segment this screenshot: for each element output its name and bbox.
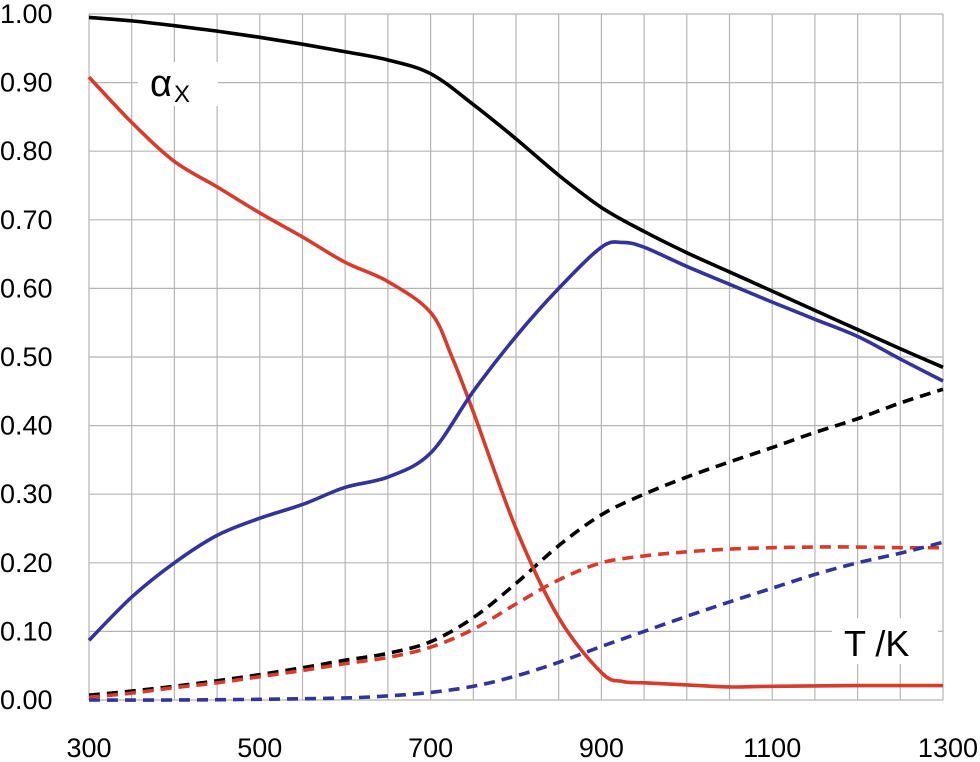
y-tick-label: 1.00: [0, 0, 53, 29]
y-tick-label: 0.80: [0, 136, 53, 166]
series-line-4: [88, 387, 944, 697]
y-tick-label: 0.00: [0, 685, 53, 715]
series-lines: [87, 15, 944, 702]
series-line-2: [87, 75, 944, 689]
y-gridlines: [89, 13, 943, 701]
series-line-5: [88, 545, 944, 700]
y-tick-label: 0.70: [0, 205, 53, 235]
y-tick-label: 0.60: [0, 273, 53, 303]
y-tick-label: 0.40: [0, 411, 53, 441]
series-line-6: [88, 540, 944, 702]
x-tick-label: 900: [579, 733, 624, 762]
y-axis-symbol: αX: [150, 63, 190, 108]
x-axis-label: T /K: [844, 623, 909, 664]
alpha-label-background: [138, 62, 218, 106]
x-label-background: [832, 618, 938, 664]
x-tick-label: 500: [237, 733, 282, 762]
y-tick-label: 0.90: [0, 68, 53, 98]
y-tick-label: 0.20: [0, 548, 53, 578]
series-line-1: [88, 15, 944, 369]
y-tick-label: 0.50: [0, 342, 53, 372]
y-tick-labels: 0.00 0.10 0.20 0.30 0.40 0.50 0.60 0.70 0.80 0.90…: [0, 0, 53, 715]
x-tick-label: 300: [66, 733, 111, 762]
x-tick-labels: 300 500 700 900 1100 1300: [66, 733, 978, 762]
y-tick-label: 0.10: [0, 616, 53, 646]
x-tick-label: 1100: [743, 733, 801, 762]
y-tick-label: 0.30: [0, 479, 53, 509]
x-tick-label: 700: [408, 733, 453, 762]
x-tick-label: 1300: [918, 733, 978, 762]
series-line-3: [87, 240, 944, 642]
